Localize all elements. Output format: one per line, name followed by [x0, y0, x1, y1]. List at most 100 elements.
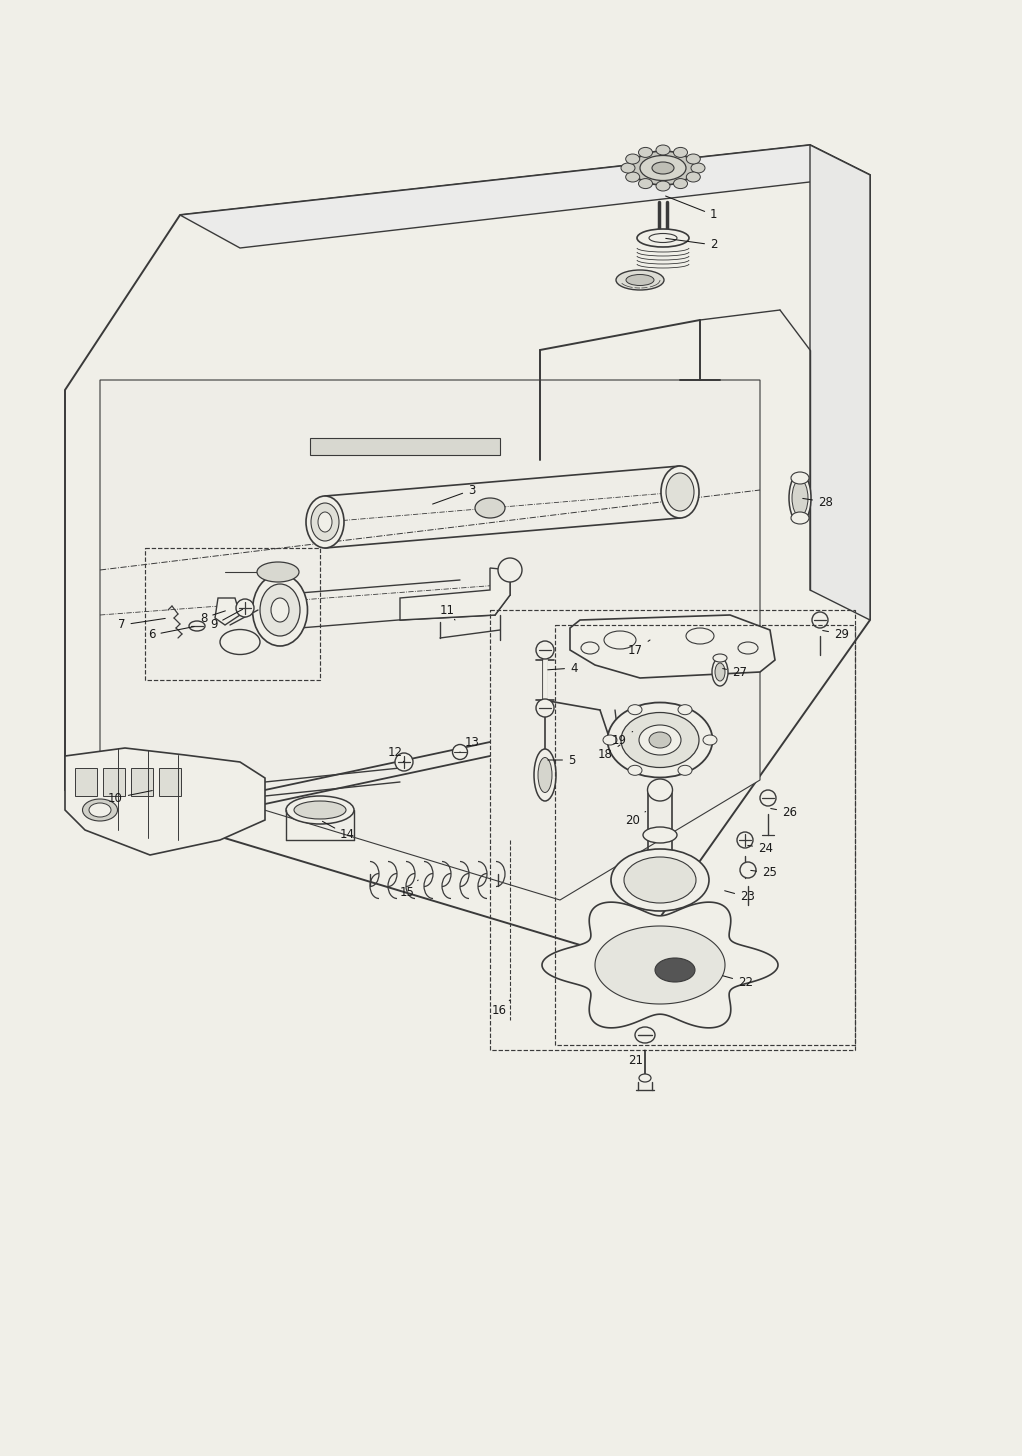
Ellipse shape: [260, 584, 300, 636]
Text: 10: 10: [108, 791, 152, 805]
Ellipse shape: [621, 712, 699, 767]
Ellipse shape: [649, 233, 677, 243]
Ellipse shape: [453, 744, 467, 760]
Text: 28: 28: [802, 495, 833, 508]
Text: 7: 7: [118, 619, 166, 632]
Ellipse shape: [628, 705, 642, 715]
Text: 20: 20: [625, 811, 646, 827]
Ellipse shape: [607, 702, 712, 778]
Text: 12: 12: [388, 745, 404, 761]
Text: 13: 13: [460, 735, 480, 751]
Ellipse shape: [603, 735, 617, 745]
Ellipse shape: [737, 831, 753, 847]
Text: 1: 1: [665, 197, 717, 221]
Ellipse shape: [673, 179, 688, 189]
Ellipse shape: [538, 757, 552, 792]
Polygon shape: [400, 568, 510, 620]
Bar: [159, 767, 181, 796]
Text: 27: 27: [723, 665, 747, 678]
Ellipse shape: [580, 642, 599, 654]
Ellipse shape: [648, 779, 672, 801]
Text: 5: 5: [548, 754, 575, 766]
Ellipse shape: [611, 849, 709, 911]
Text: 3: 3: [432, 483, 475, 504]
Polygon shape: [810, 146, 870, 620]
Ellipse shape: [640, 156, 686, 181]
Text: 14: 14: [322, 821, 355, 842]
Ellipse shape: [394, 753, 413, 772]
Ellipse shape: [686, 628, 714, 644]
Text: 6: 6: [148, 626, 194, 642]
Ellipse shape: [649, 732, 671, 748]
Ellipse shape: [643, 827, 677, 843]
Ellipse shape: [318, 513, 332, 531]
Text: 29: 29: [823, 628, 849, 641]
Polygon shape: [570, 614, 775, 678]
Ellipse shape: [236, 598, 254, 617]
Polygon shape: [310, 438, 500, 454]
Ellipse shape: [661, 466, 699, 518]
Ellipse shape: [655, 958, 695, 981]
Ellipse shape: [632, 151, 694, 185]
Ellipse shape: [639, 1075, 651, 1082]
Text: 15: 15: [400, 879, 418, 898]
Ellipse shape: [639, 179, 652, 189]
Ellipse shape: [713, 654, 727, 662]
Polygon shape: [542, 903, 778, 1028]
Polygon shape: [180, 146, 870, 248]
Ellipse shape: [535, 748, 556, 801]
Ellipse shape: [656, 181, 670, 191]
Text: 9: 9: [210, 609, 242, 632]
Ellipse shape: [666, 473, 694, 511]
Polygon shape: [65, 748, 265, 855]
Ellipse shape: [536, 641, 554, 660]
Text: 26: 26: [771, 805, 797, 818]
Ellipse shape: [687, 154, 700, 165]
Ellipse shape: [791, 513, 809, 524]
Ellipse shape: [760, 791, 776, 807]
Ellipse shape: [189, 622, 205, 630]
Ellipse shape: [678, 766, 692, 775]
Ellipse shape: [792, 480, 808, 515]
Ellipse shape: [311, 502, 339, 542]
Ellipse shape: [306, 496, 344, 547]
Ellipse shape: [656, 146, 670, 154]
Ellipse shape: [286, 796, 354, 824]
Ellipse shape: [625, 172, 640, 182]
Polygon shape: [215, 598, 240, 625]
Ellipse shape: [294, 801, 346, 818]
Ellipse shape: [625, 154, 640, 165]
Ellipse shape: [271, 598, 289, 622]
Ellipse shape: [789, 473, 811, 523]
Ellipse shape: [621, 163, 635, 173]
Ellipse shape: [637, 229, 689, 248]
Ellipse shape: [257, 562, 299, 582]
Ellipse shape: [252, 574, 308, 646]
Bar: [131, 767, 153, 796]
Ellipse shape: [635, 1026, 655, 1042]
Ellipse shape: [673, 147, 688, 157]
Text: 24: 24: [748, 842, 773, 855]
Ellipse shape: [624, 858, 696, 903]
Ellipse shape: [678, 705, 692, 715]
Ellipse shape: [652, 162, 673, 175]
Bar: [75, 767, 97, 796]
Ellipse shape: [715, 662, 725, 681]
Text: 23: 23: [725, 891, 755, 904]
Ellipse shape: [639, 147, 652, 157]
Text: 19: 19: [612, 731, 633, 747]
Text: 16: 16: [492, 1000, 510, 1016]
Ellipse shape: [83, 799, 118, 821]
Text: 8: 8: [200, 612, 226, 625]
Text: 2: 2: [665, 239, 717, 252]
Ellipse shape: [712, 658, 728, 686]
Ellipse shape: [812, 612, 828, 628]
Text: 17: 17: [628, 641, 650, 657]
Text: 18: 18: [598, 745, 620, 761]
Text: 4: 4: [548, 661, 577, 674]
Ellipse shape: [703, 735, 717, 745]
Ellipse shape: [687, 172, 700, 182]
Ellipse shape: [691, 163, 705, 173]
Ellipse shape: [475, 498, 505, 518]
Ellipse shape: [791, 472, 809, 483]
